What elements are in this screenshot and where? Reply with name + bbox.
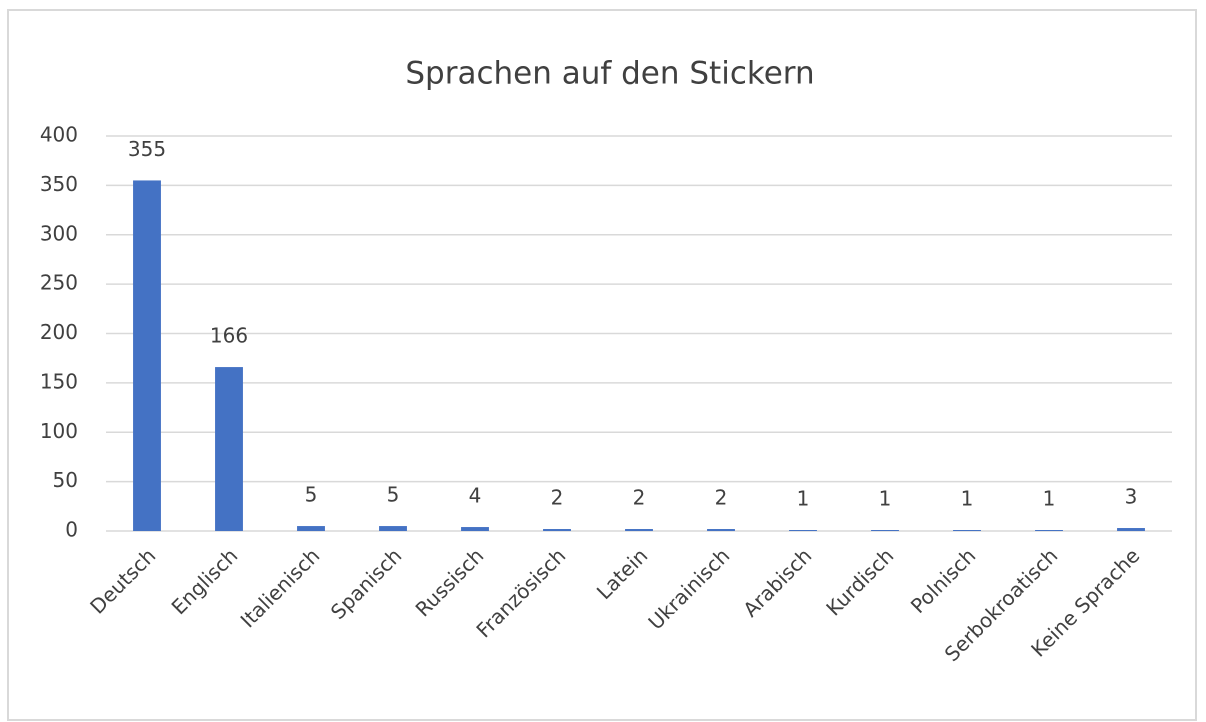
data-label: 2 <box>633 486 646 510</box>
data-label: 3 <box>1125 485 1138 509</box>
bar <box>871 530 899 531</box>
y-tick-label: 0 <box>65 518 78 542</box>
y-tick-label: 350 <box>40 172 78 196</box>
chart-frame <box>7 9 1197 721</box>
data-label: 5 <box>305 483 318 507</box>
y-tick-label: 50 <box>53 468 78 492</box>
data-label: 1 <box>961 487 974 511</box>
y-tick-label: 250 <box>40 271 78 295</box>
y-tick-label: 150 <box>40 369 78 393</box>
data-label: 4 <box>469 484 482 508</box>
data-label: 1 <box>797 487 810 511</box>
chart-title: Sprachen auf den Stickern <box>405 56 814 92</box>
bar <box>1117 528 1145 531</box>
data-label: 1 <box>879 487 892 511</box>
bar <box>297 526 325 531</box>
data-label: 166 <box>210 324 248 348</box>
data-label: 2 <box>715 486 728 510</box>
bar <box>379 526 407 531</box>
bar <box>215 367 243 531</box>
data-label: 355 <box>128 137 166 161</box>
bar <box>461 527 489 531</box>
bar <box>543 529 571 531</box>
bar <box>707 529 735 531</box>
y-tick-label: 100 <box>40 419 78 443</box>
y-tick-label: 200 <box>40 320 78 344</box>
data-label: 1 <box>1043 487 1056 511</box>
bar <box>953 530 981 531</box>
y-tick-label: 300 <box>40 221 78 245</box>
bar <box>1035 530 1063 531</box>
data-label: 5 <box>387 483 400 507</box>
bar <box>133 180 161 531</box>
bar <box>625 529 653 531</box>
bar <box>789 530 817 531</box>
data-label: 2 <box>551 486 564 510</box>
y-tick-label: 400 <box>40 123 78 147</box>
